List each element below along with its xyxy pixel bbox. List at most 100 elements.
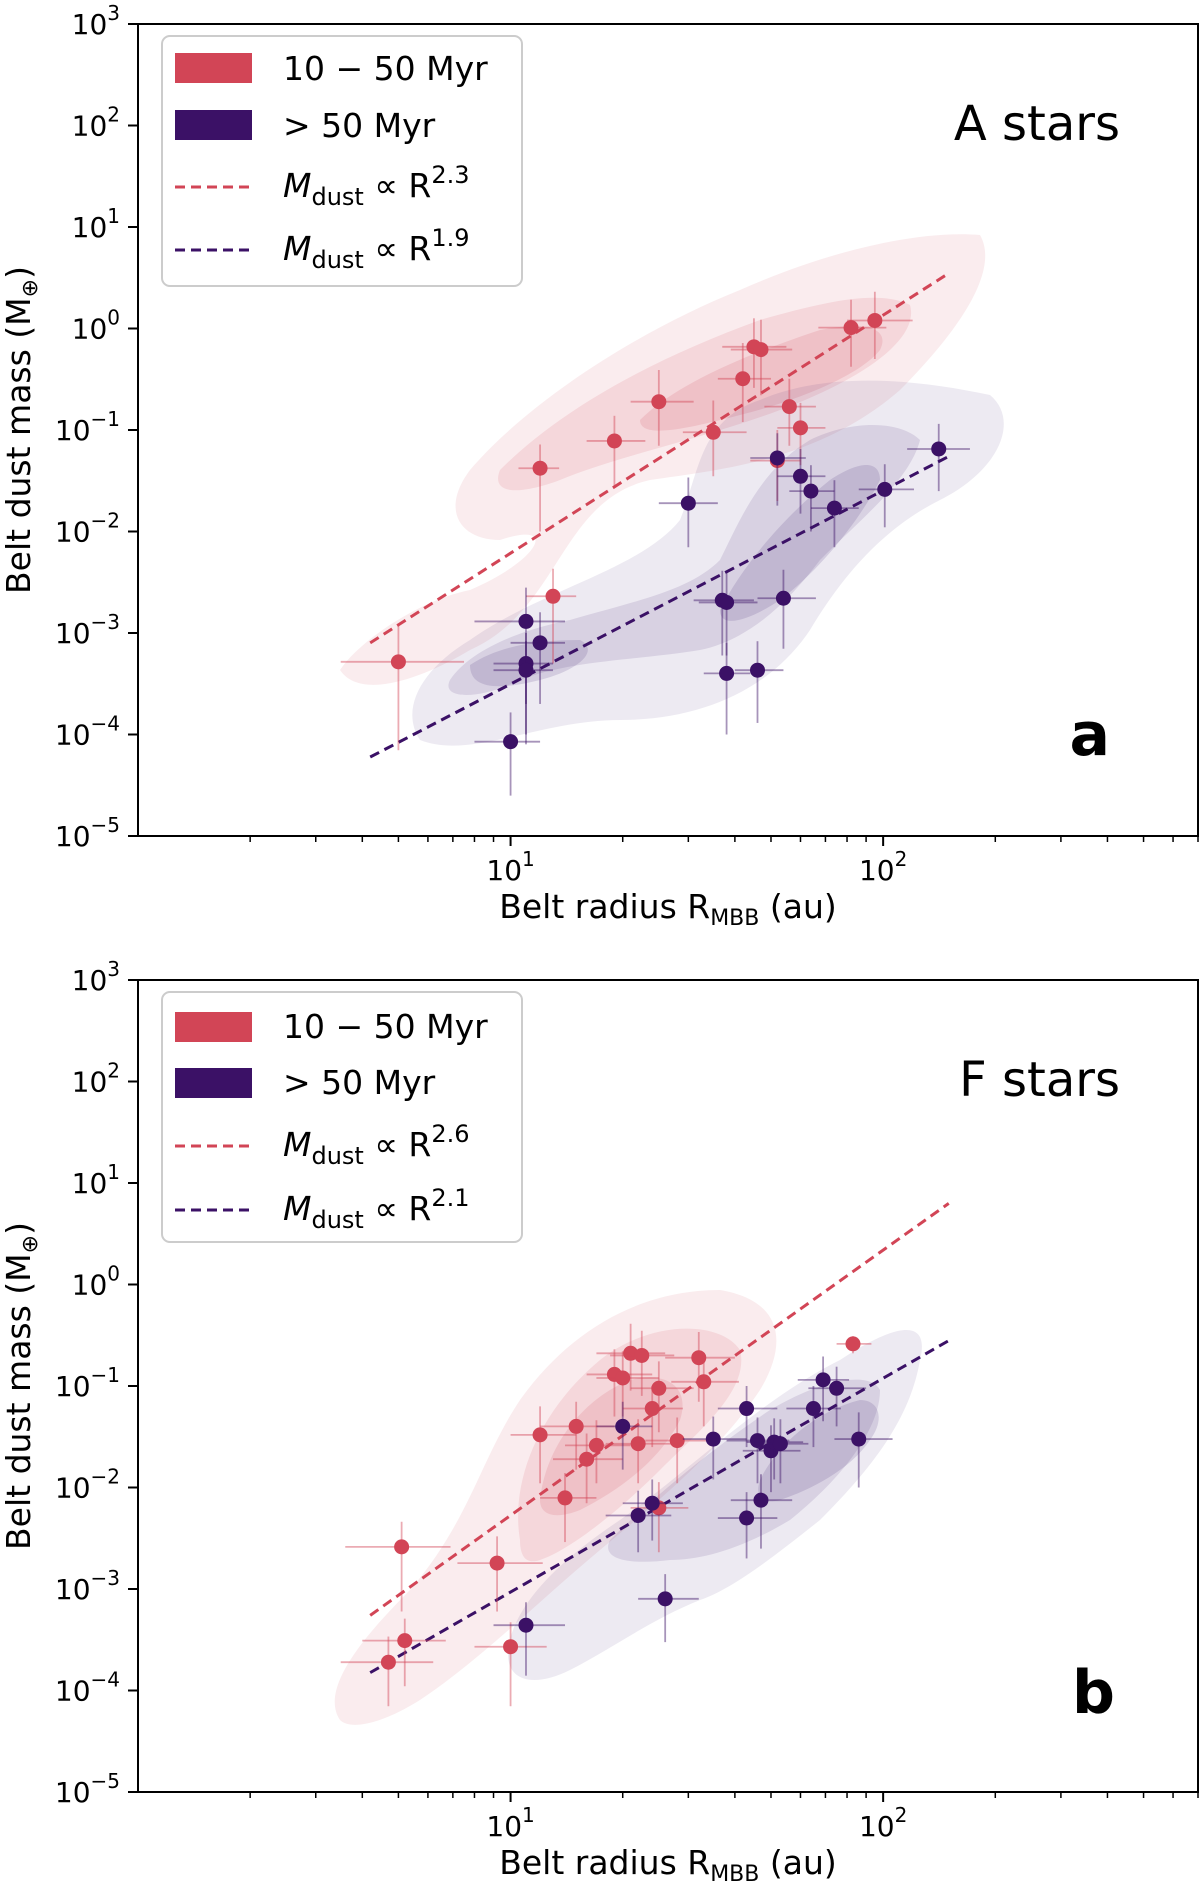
- fit-line-old: [369, 455, 950, 759]
- marker: [669, 1433, 685, 1449]
- legend-label-young: 10 − 50 Myr: [283, 1007, 488, 1046]
- contour-old-inner: [758, 1400, 879, 1502]
- contour-old-outer: [412, 380, 1004, 746]
- marker: [630, 1436, 646, 1452]
- marker: [829, 1380, 845, 1396]
- marker: [568, 1418, 584, 1434]
- data-point-young: [565, 1420, 631, 1484]
- y-tick-label: 10−2: [55, 509, 120, 549]
- data-point-old: [753, 1419, 809, 1484]
- legend-frame: [161, 991, 523, 1243]
- data-point-old: [493, 641, 554, 745]
- data-point-young: [665, 1332, 735, 1402]
- x-tick-label: 101: [486, 1803, 534, 1843]
- data-point-young: [362, 1618, 446, 1687]
- marker: [705, 424, 721, 440]
- marker: [390, 654, 406, 670]
- panel-subtitle: A stars: [954, 96, 1120, 152]
- data-point-old: [698, 571, 758, 656]
- data-point-young: [730, 319, 793, 396]
- contour-old-inner: [470, 465, 880, 687]
- data-point-young: [525, 568, 577, 664]
- data-point-young: [671, 1353, 739, 1427]
- data-point-young: [818, 299, 887, 367]
- marker: [696, 1374, 712, 1390]
- legend: 10 − 50 Myr > 50 Myr Mdust ∝ R2.3 Mdust …: [161, 35, 523, 287]
- marker: [931, 441, 947, 457]
- data-point-old: [510, 612, 566, 704]
- marker: [826, 500, 842, 516]
- data-point-young: [340, 624, 465, 751]
- marker: [532, 635, 548, 651]
- marker: [579, 1451, 595, 1467]
- marker: [792, 420, 808, 436]
- legend-swatch-young: [175, 53, 252, 83]
- data-points: [340, 1323, 893, 1707]
- contour-young-mid: [518, 1328, 742, 1562]
- legend-label-young: 10 − 50 Myr: [283, 49, 488, 88]
- marker: [503, 734, 519, 750]
- marker: [749, 1433, 765, 1449]
- marker: [805, 1401, 821, 1417]
- legend-label-old: > 50 Myr: [283, 106, 436, 145]
- marker: [651, 394, 667, 410]
- data-point-young: [596, 1351, 659, 1417]
- legend: 10 − 50 Myr > 50 Myr Mdust ∝ R2.6 Mdust …: [161, 991, 523, 1243]
- marker: [753, 342, 769, 358]
- data-point-old: [907, 423, 970, 492]
- marker: [735, 371, 751, 387]
- marker: [532, 1427, 548, 1443]
- data-point-young: [682, 400, 747, 477]
- contour-old-mid: [448, 425, 920, 695]
- data-point-old: [834, 1412, 893, 1488]
- data-point-young: [717, 342, 771, 422]
- marker: [843, 320, 859, 336]
- data-point-young: [630, 370, 694, 446]
- marker: [739, 1401, 755, 1417]
- legend-fit-young: Mdust ∝ R2.6: [283, 1120, 470, 1170]
- marker: [557, 1490, 573, 1506]
- contour-young-inner: [640, 326, 883, 431]
- x-axis: 101 102: [249, 1792, 1199, 1843]
- data-point-old: [658, 477, 718, 548]
- marker: [588, 1437, 604, 1453]
- data-point-old: [717, 1386, 778, 1448]
- marker: [705, 1431, 721, 1447]
- marker: [769, 450, 785, 466]
- contour-old-outer: [508, 1330, 922, 1680]
- y-axis: 10−5 10−4 10−3 10−2 10−1 100 101 102 103: [55, 1, 138, 853]
- marker: [394, 1539, 410, 1555]
- data-point-young: [596, 1323, 666, 1391]
- data-point-old: [474, 712, 541, 796]
- legend-swatch-old: [175, 1068, 252, 1098]
- y-tick-label: 10−1: [55, 407, 120, 447]
- marker: [719, 665, 735, 681]
- marker: [397, 1633, 413, 1649]
- marker: [644, 1401, 660, 1417]
- fit-lines: [369, 272, 950, 759]
- panel-a: 101 102 10−510−410−310−210−1100101102103 …: [0, 1, 1199, 931]
- marker: [739, 1510, 755, 1526]
- marker: [623, 1345, 639, 1361]
- y-tick-label: 101: [72, 204, 120, 244]
- x-tick-label: 101: [486, 847, 534, 887]
- data-point-young: [518, 444, 560, 532]
- y-tick-label: 10−3: [55, 1566, 120, 1606]
- x-tick-label: 102: [859, 1803, 907, 1843]
- data-point-young: [605, 1419, 672, 1484]
- data-point-old: [858, 464, 914, 528]
- marker: [657, 1591, 673, 1607]
- marker: [489, 1555, 505, 1571]
- contour-young-outer: [340, 234, 986, 685]
- data-point-young: [610, 1330, 675, 1396]
- x-axis-label: Belt radius RMBB (au): [499, 887, 837, 931]
- marker: [753, 1492, 769, 1508]
- marker: [775, 590, 791, 606]
- marker: [781, 399, 797, 415]
- data-point-young: [345, 1521, 451, 1612]
- marker: [851, 1431, 867, 1447]
- data-point-old: [757, 569, 816, 649]
- data-point-young: [847, 291, 913, 360]
- marker: [615, 1370, 631, 1386]
- data-point-young: [622, 1386, 683, 1448]
